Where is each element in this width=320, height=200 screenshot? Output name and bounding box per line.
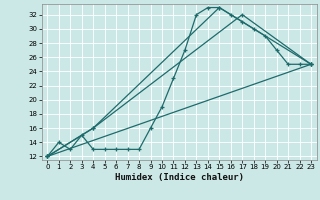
X-axis label: Humidex (Indice chaleur): Humidex (Indice chaleur) xyxy=(115,173,244,182)
